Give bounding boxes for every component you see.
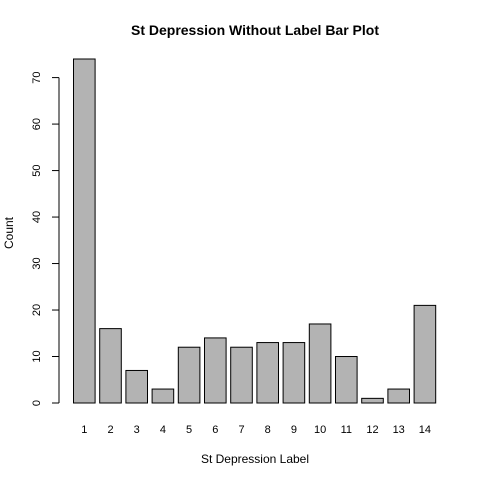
x-tick-label: 10: [314, 424, 326, 436]
y-tick-label: 60: [31, 118, 43, 130]
x-tick-label: 2: [107, 424, 113, 436]
y-tick-label: 10: [31, 350, 43, 362]
y-tick-label: 30: [31, 257, 43, 269]
bar: [177, 346, 201, 404]
chart-title: St Depression Without Label Bar Plot: [131, 22, 379, 38]
bar: [282, 342, 306, 404]
bar: [413, 304, 437, 404]
bar: [151, 388, 175, 404]
bar: [230, 346, 253, 404]
bar: [387, 388, 410, 404]
x-tick-label: 12: [366, 424, 378, 436]
bar: [308, 323, 332, 404]
x-tick-label: 5: [186, 424, 192, 436]
x-axis-tick-labels: 1 2 3 4 5 6 7 8 9 10 11 12 13 14: [81, 424, 431, 436]
y-tick-label: 40: [31, 211, 43, 223]
y-axis-label: Count: [2, 216, 16, 249]
bar: [335, 356, 358, 404]
bar: [73, 58, 96, 404]
x-tick-label: 4: [160, 424, 166, 436]
x-axis-label: St Depression Label: [201, 452, 309, 466]
y-axis: 0 10 20 30 40 50 60 70: [31, 71, 60, 406]
bar: [125, 369, 149, 404]
bar: [99, 328, 122, 404]
x-tick-label: 9: [291, 424, 297, 436]
x-tick-label: 13: [393, 424, 405, 436]
bar: [361, 397, 384, 404]
x-tick-label: 3: [134, 424, 140, 436]
y-tick-label: 70: [31, 71, 43, 83]
x-tick-label: 11: [341, 424, 352, 436]
x-tick-label: 8: [265, 424, 271, 436]
x-tick-label: 6: [212, 424, 218, 436]
bar: [256, 342, 279, 404]
x-tick-label: 7: [238, 424, 244, 436]
bar: [204, 337, 227, 404]
y-tick-label: 50: [31, 164, 43, 176]
x-tick-label: 1: [81, 424, 87, 436]
y-tick-label: 20: [31, 304, 43, 316]
y-tick-label: 0: [31, 400, 43, 406]
bars: [73, 58, 437, 404]
x-tick-label: 14: [419, 424, 431, 436]
